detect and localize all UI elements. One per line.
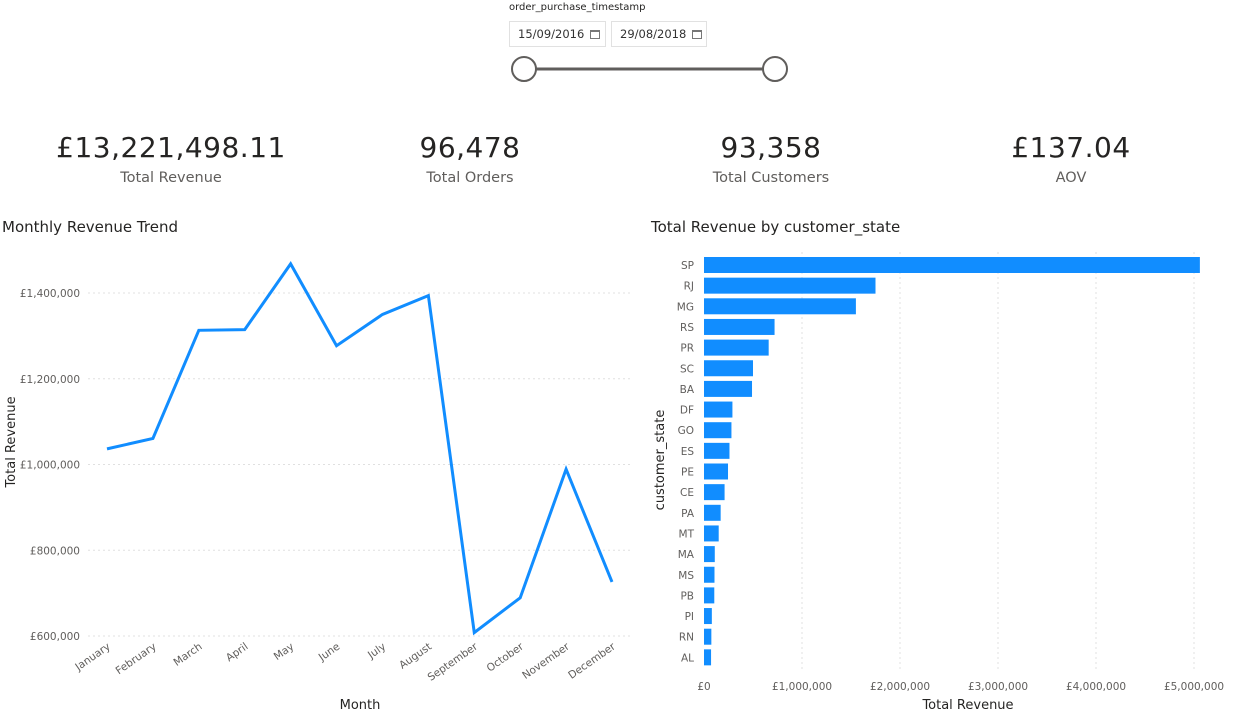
monthly-revenue-line-chart: £600,000 £800,000 £1,000,000 £1,200,000 £1,4… <box>4 261 632 713</box>
x-tick-label: £5,000,000 <box>1164 681 1224 693</box>
x-tick-label: December <box>566 640 618 681</box>
bar-pe <box>704 463 729 480</box>
end-date-input[interactable]: 29/08/2018 <box>611 21 707 47</box>
bar-rj <box>704 277 876 294</box>
x-tick-label: October <box>485 640 527 674</box>
x-tick-label: May <box>272 641 297 663</box>
slider-end-handle[interactable] <box>762 56 788 82</box>
y-tick-label: RN <box>679 632 694 644</box>
x-axis-title: Month <box>340 698 381 713</box>
x-tick-label: January <box>72 641 112 674</box>
kpi-aov: £137.04 AOV <box>921 131 1221 186</box>
y-tick-label: PI <box>685 611 694 623</box>
revenue-line <box>106 261 614 636</box>
y-tick-label: PB <box>680 590 694 602</box>
x-tick-label: September <box>426 640 481 684</box>
y-tick-label: RS <box>680 322 694 334</box>
y-tick-label: DF <box>680 405 694 417</box>
y-tick-label: ES <box>681 446 695 458</box>
y-axis-title: Total Revenue <box>4 396 19 488</box>
y-tick-label: £1,000,000 <box>20 460 80 472</box>
y-tick-label: £600,000 <box>30 631 80 643</box>
x-tick-label: November <box>520 640 572 682</box>
y-tick-label: MG <box>677 301 694 313</box>
y-tick-label: PR <box>680 343 694 355</box>
kpi-value: 93,358 <box>720 131 822 164</box>
x-tick-label: April <box>224 641 251 665</box>
kpi-total-revenue: £13,221,498.11 Total Revenue <box>21 131 321 186</box>
slider-start-handle[interactable] <box>511 56 537 82</box>
kpi-total-orders: 96,478 Total Orders <box>320 131 620 186</box>
bar-rs <box>704 318 775 335</box>
y-tick-label: GO <box>678 425 694 437</box>
kpi-total-customers: 93,358 Total Customers <box>621 131 921 186</box>
x-tick-label: £2,000,000 <box>870 681 930 693</box>
bar-rn <box>704 628 712 645</box>
bar-pr <box>704 339 769 356</box>
start-date-value: 15/09/2016 <box>518 27 585 41</box>
y-tick-label: MA <box>678 549 695 561</box>
bar-pi <box>704 608 712 625</box>
x-tick-label: August <box>397 641 434 672</box>
kpi-value: £13,221,498.11 <box>56 131 286 164</box>
bar-mg <box>704 298 856 315</box>
bar-sc <box>704 360 753 377</box>
x-tick-label: February <box>114 641 159 678</box>
y-tick-label: SC <box>680 363 694 375</box>
calendar-icon[interactable] <box>590 29 601 39</box>
kpi-label: Total Orders <box>426 170 514 186</box>
x-tick-label: £4,000,000 <box>1066 681 1126 693</box>
x-axis-title: Total Revenue <box>921 698 1013 713</box>
y-tick-label: £800,000 <box>30 545 80 557</box>
kpi-label: AOV <box>1055 170 1087 186</box>
x-tick-label: £1,000,000 <box>772 681 832 693</box>
end-date-value: 29/08/2018 <box>620 27 687 41</box>
x-tick-label: March <box>171 641 204 669</box>
y-tick-label: MS <box>678 570 694 582</box>
x-tick-label: £3,000,000 <box>968 681 1028 693</box>
bar-df <box>704 401 733 418</box>
bar-pa <box>704 504 721 521</box>
bar-ms <box>704 566 715 583</box>
calendar-icon[interactable] <box>692 29 703 39</box>
kpi-value: £137.04 <box>1011 131 1131 164</box>
x-tick-label: July <box>365 641 388 662</box>
y-tick-label: PA <box>681 508 695 520</box>
y-axis-title: customer_state <box>653 410 668 511</box>
start-date-input[interactable]: 15/09/2016 <box>509 21 606 47</box>
y-tick-label: BA <box>680 384 695 396</box>
x-tick-label: June <box>316 641 342 665</box>
y-tick-label: AL <box>681 652 694 664</box>
kpi-label: Total Revenue <box>120 170 222 186</box>
y-tick-label: CE <box>680 487 694 499</box>
bar-pb <box>704 587 715 604</box>
kpi-label: Total Customers <box>712 170 830 186</box>
line-chart-title: Monthly Revenue Trend <box>2 218 178 236</box>
y-tick-label: MT <box>679 528 695 540</box>
y-tick-label: PE <box>681 467 694 479</box>
bar-es <box>704 442 730 459</box>
x-tick-label: £0 <box>697 681 710 693</box>
bar-go <box>704 422 732 439</box>
revenue-by-state-bar-chart: £0 £1,000,000 £2,000,000 £3,000,000 £4,000,0… <box>653 252 1224 713</box>
y-tick-label: £1,200,000 <box>20 374 80 386</box>
bar-ce <box>704 484 725 501</box>
bar-ba <box>704 380 753 397</box>
bar-mt <box>704 525 719 542</box>
date-range-slider[interactable] <box>505 52 795 86</box>
kpi-value: 96,478 <box>419 131 521 164</box>
y-tick-label: SP <box>681 260 694 272</box>
y-tick-label: £1,400,000 <box>20 288 80 300</box>
date-slicer-title: order_purchase_timestamp <box>509 2 646 13</box>
y-tick-label: RJ <box>684 281 694 293</box>
bar-ma <box>704 546 715 563</box>
bar-sp <box>704 257 1200 273</box>
bar-chart-title: Total Revenue by customer_state <box>651 218 901 236</box>
bar-al <box>704 649 712 666</box>
